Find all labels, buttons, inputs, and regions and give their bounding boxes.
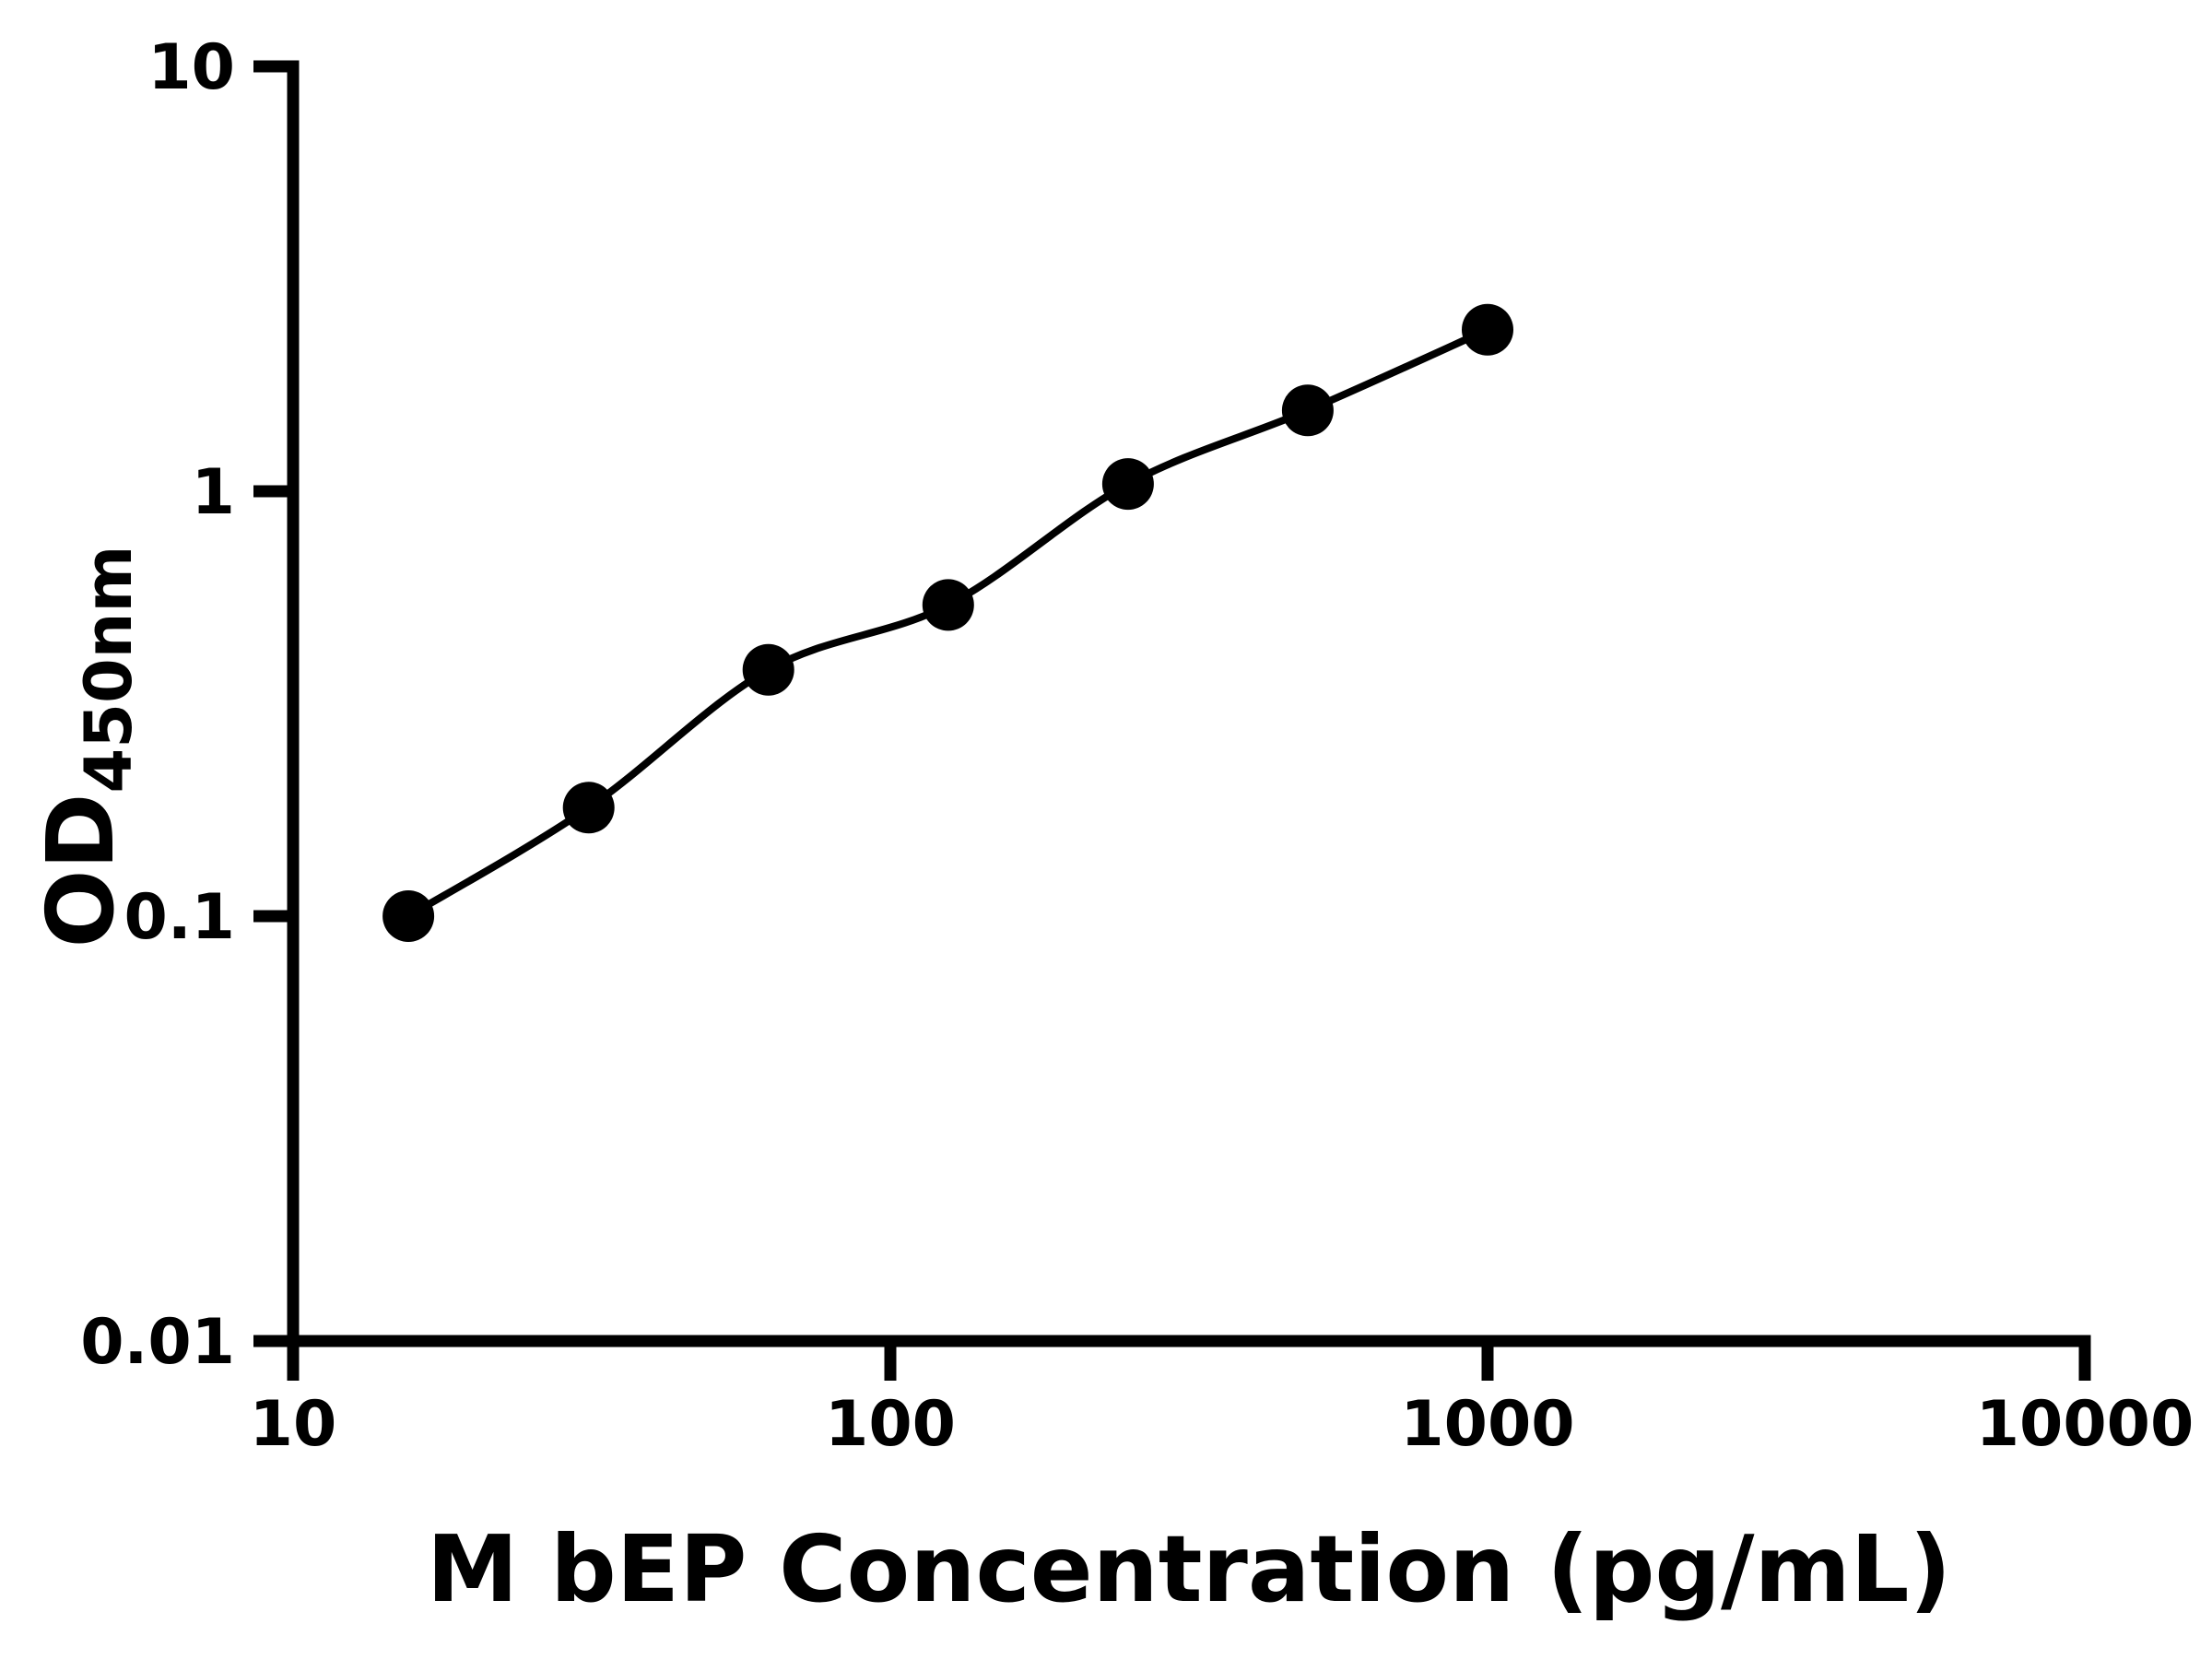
x-tick-label: 1000	[1400, 1388, 1574, 1461]
x-axis-ticks: 10 100 1000 10000	[250, 1341, 2194, 1461]
y-tick-label: 10	[147, 31, 235, 104]
x-tick-label: 10	[250, 1388, 337, 1461]
data-point-marker	[562, 782, 615, 834]
data-point-marker	[742, 643, 794, 696]
x-tick-label: 10000	[1976, 1388, 2194, 1461]
y-tick-label: 0.1	[124, 881, 235, 954]
y-axis-title: OD450nm	[27, 546, 147, 948]
y-axis-title-subscript: 450nm	[71, 546, 147, 794]
axes-spines	[287, 60, 2091, 1347]
y-axis-ticks: 10 1 0.1 0.01	[80, 31, 293, 1379]
y-tick-label: 1	[192, 456, 235, 529]
data-point-marker	[382, 890, 435, 942]
data-point-marker	[1101, 458, 1154, 511]
x-tick-label: 100	[825, 1388, 956, 1461]
data-point-marker	[1281, 384, 1334, 437]
data-point-marker	[1462, 303, 1513, 356]
data-point-marker	[922, 579, 974, 631]
y-tick-label: 0.01	[80, 1306, 235, 1379]
y-axis-title-main: OD	[27, 793, 135, 947]
x-axis-title: M bEP Concentration (pg/mL)	[427, 1515, 1951, 1623]
data-series	[382, 303, 1513, 942]
